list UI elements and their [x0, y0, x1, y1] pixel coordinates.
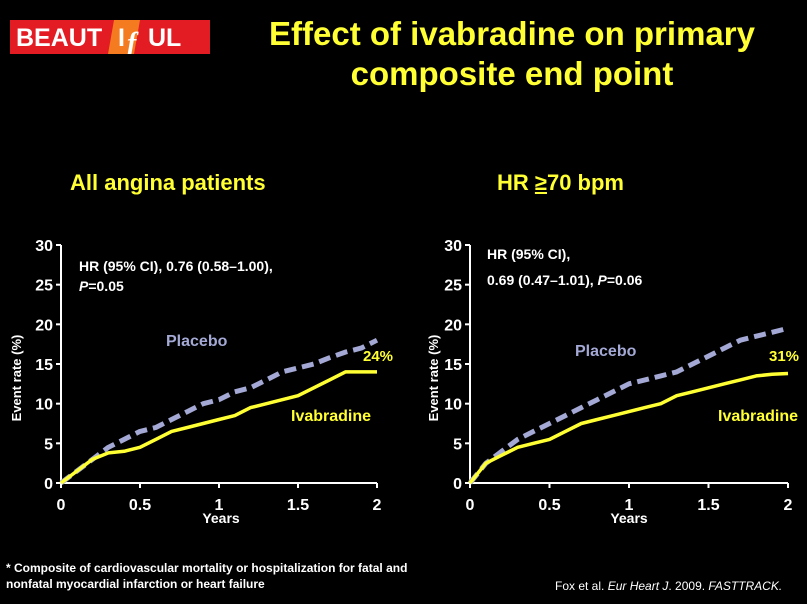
panel-title-right: HR ≥70 bpm [497, 170, 624, 196]
y-tick-label: 0 [44, 476, 53, 493]
panel-title-right-suffix: 70 bpm [546, 170, 624, 195]
y-tick-label: 20 [35, 317, 53, 334]
y-tick-label: 30 [35, 238, 53, 255]
y-tick-label: 10 [35, 397, 53, 414]
series-line-ivabradine [468, 371, 789, 485]
end-percentage-label: 31% [769, 348, 799, 365]
beautiful-logo: BEAUT I f UL [10, 20, 210, 54]
y-tick-label: 15 [444, 357, 462, 374]
x-tick-label: 0.5 [538, 497, 560, 514]
logo-text-f: f [127, 28, 139, 54]
x-tick-label: 0.5 [129, 497, 151, 514]
hr-annotation-line2: P=0.05 [79, 278, 124, 294]
y-tick-label: 25 [35, 278, 53, 295]
ci-values: 0.69 (0.47–1.01), [487, 272, 598, 288]
y-tick-label: 20 [444, 317, 462, 334]
chart-hr-70-bpm: Event rate (%) Years HR (95% CI), 0.69 (… [426, 238, 799, 526]
y-tick-label: 5 [44, 436, 53, 453]
hr-annotation-line1: HR (95% CI), [487, 246, 570, 262]
slide-title: Effect of ivabradine on primary composit… [222, 14, 802, 94]
chart-all-angina: Event rate (%) Years HR (95% CI), 0.76 (… [9, 238, 393, 526]
p-symbol: P [79, 278, 89, 294]
ivabradine-label: Ivabradine [718, 408, 798, 425]
y-tick-label: 10 [444, 397, 462, 414]
slide-title-line2: composite end point [350, 55, 674, 92]
y-tick-label: 5 [453, 436, 462, 453]
ivabradine-label: Ivabradine [291, 408, 371, 425]
y-axis-label: Event rate (%) [9, 335, 24, 422]
x-tick-label: 1.5 [287, 497, 309, 514]
hr-annotation-line1: HR (95% CI), 0.76 (0.58–1.00), [79, 258, 273, 274]
logo-f-block [107, 20, 141, 54]
series-line-ivabradine [59, 370, 377, 485]
p-value: =0.06 [607, 272, 643, 288]
series-line-placebo [468, 325, 789, 485]
logo-text-i: I [118, 24, 125, 52]
logo-text-left: BEAUT [16, 24, 102, 52]
x-tick-label: 0 [57, 497, 66, 514]
y-tick-label: 25 [444, 278, 462, 295]
citation-journal: Eur Heart J [607, 579, 669, 593]
x-tick-label: 1 [215, 497, 224, 514]
panel-title-right-prefix: HR [497, 170, 535, 195]
panel-title-left-text: All angina patients [70, 170, 266, 195]
footnote-line1: * Composite of cardiovascular mortality … [6, 561, 408, 575]
x-tick-label: 0 [466, 497, 475, 514]
end-percentage-label: 24% [363, 348, 393, 365]
x-tick-label: 2 [373, 497, 382, 514]
logo-text-right: UL [148, 24, 181, 52]
citation: Fox et al. Eur Heart J. 2009. FASTTRACK. [555, 579, 782, 593]
x-tick-label: 1.5 [697, 497, 719, 514]
slide-title-line1: Effect of ivabradine on primary [269, 15, 755, 52]
placebo-label: Placebo [575, 343, 637, 360]
citation-authors: Fox et al. [555, 579, 608, 593]
p-value: =0.05 [88, 278, 124, 294]
y-tick-label: 15 [35, 357, 53, 374]
p-symbol: P [598, 272, 608, 288]
x-tick-label: 1 [625, 497, 634, 514]
hr-annotation-line2: 0.69 (0.47–1.01), P=0.06 [487, 272, 643, 288]
panel-title-left: All angina patients [70, 170, 266, 196]
citation-year: . 2009. [668, 579, 709, 593]
series-line-placebo [59, 337, 379, 485]
x-axis-label: Years [202, 510, 240, 526]
panel-title-right-symbol: ≥ [534, 170, 547, 195]
y-tick-label: 30 [444, 238, 462, 255]
citation-track: FASTTRACK. [708, 579, 783, 593]
footnote-line2: nonfatal myocardial infarction or heart … [6, 577, 265, 591]
y-tick-label: 0 [453, 476, 462, 493]
x-tick-label: 2 [784, 497, 793, 514]
y-axis-label: Event rate (%) [426, 335, 441, 422]
footnote: * Composite of cardiovascular mortality … [6, 560, 407, 592]
placebo-label: Placebo [166, 333, 228, 350]
x-axis-label: Years [610, 510, 648, 526]
